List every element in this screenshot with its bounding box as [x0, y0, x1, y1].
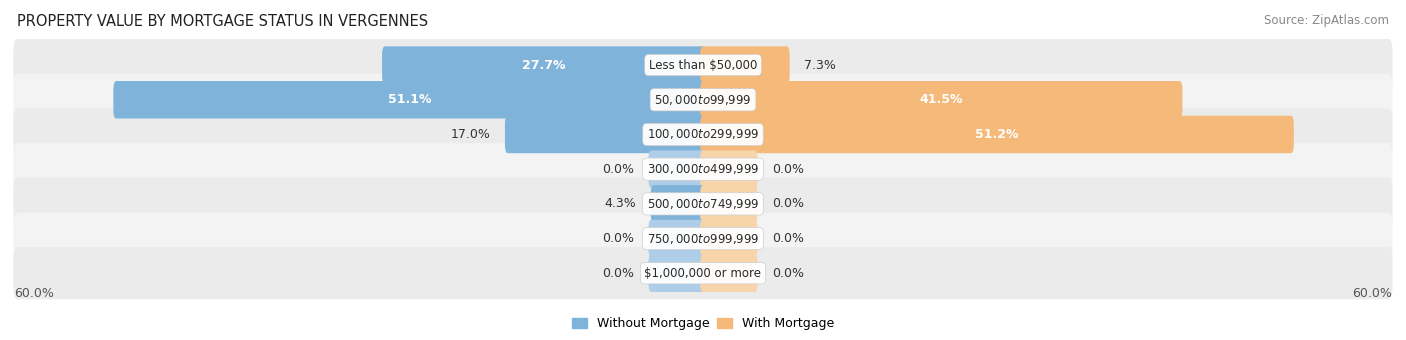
FancyBboxPatch shape — [505, 116, 706, 153]
FancyBboxPatch shape — [648, 150, 706, 188]
FancyBboxPatch shape — [700, 220, 758, 257]
Text: 0.0%: 0.0% — [772, 232, 804, 245]
FancyBboxPatch shape — [14, 143, 1392, 195]
FancyBboxPatch shape — [14, 178, 1392, 230]
Text: 0.0%: 0.0% — [602, 163, 634, 176]
FancyBboxPatch shape — [14, 108, 1392, 160]
Text: 51.2%: 51.2% — [976, 128, 1019, 141]
FancyBboxPatch shape — [382, 46, 706, 84]
FancyBboxPatch shape — [700, 255, 758, 292]
Text: 7.3%: 7.3% — [804, 58, 837, 72]
FancyBboxPatch shape — [700, 46, 790, 84]
FancyBboxPatch shape — [114, 81, 706, 119]
Text: $750,000 to $999,999: $750,000 to $999,999 — [647, 232, 759, 245]
Text: $1,000,000 or more: $1,000,000 or more — [644, 267, 762, 280]
FancyBboxPatch shape — [700, 81, 1182, 119]
Text: 0.0%: 0.0% — [602, 232, 634, 245]
FancyBboxPatch shape — [700, 150, 758, 188]
Text: 60.0%: 60.0% — [14, 287, 53, 300]
Text: 4.3%: 4.3% — [605, 197, 637, 210]
Legend: Without Mortgage, With Mortgage: Without Mortgage, With Mortgage — [567, 312, 839, 336]
Text: 51.1%: 51.1% — [388, 93, 432, 106]
Text: Source: ZipAtlas.com: Source: ZipAtlas.com — [1264, 14, 1389, 27]
FancyBboxPatch shape — [14, 39, 1392, 91]
Text: 0.0%: 0.0% — [602, 267, 634, 280]
FancyBboxPatch shape — [700, 116, 1294, 153]
Text: $100,000 to $299,999: $100,000 to $299,999 — [647, 128, 759, 141]
FancyBboxPatch shape — [651, 185, 706, 223]
FancyBboxPatch shape — [14, 74, 1392, 126]
Text: 17.0%: 17.0% — [451, 128, 491, 141]
Text: PROPERTY VALUE BY MORTGAGE STATUS IN VERGENNES: PROPERTY VALUE BY MORTGAGE STATUS IN VER… — [17, 14, 427, 29]
Text: 0.0%: 0.0% — [772, 197, 804, 210]
Text: $300,000 to $499,999: $300,000 to $499,999 — [647, 162, 759, 176]
Text: Less than $50,000: Less than $50,000 — [648, 58, 758, 72]
Text: 27.7%: 27.7% — [522, 58, 565, 72]
FancyBboxPatch shape — [700, 185, 758, 223]
FancyBboxPatch shape — [14, 247, 1392, 299]
FancyBboxPatch shape — [648, 220, 706, 257]
Text: 41.5%: 41.5% — [920, 93, 963, 106]
Text: $500,000 to $749,999: $500,000 to $749,999 — [647, 197, 759, 211]
Text: 60.0%: 60.0% — [1353, 287, 1392, 300]
FancyBboxPatch shape — [648, 255, 706, 292]
Text: 0.0%: 0.0% — [772, 267, 804, 280]
FancyBboxPatch shape — [14, 212, 1392, 265]
Text: $50,000 to $99,999: $50,000 to $99,999 — [654, 93, 752, 107]
Text: 0.0%: 0.0% — [772, 163, 804, 176]
